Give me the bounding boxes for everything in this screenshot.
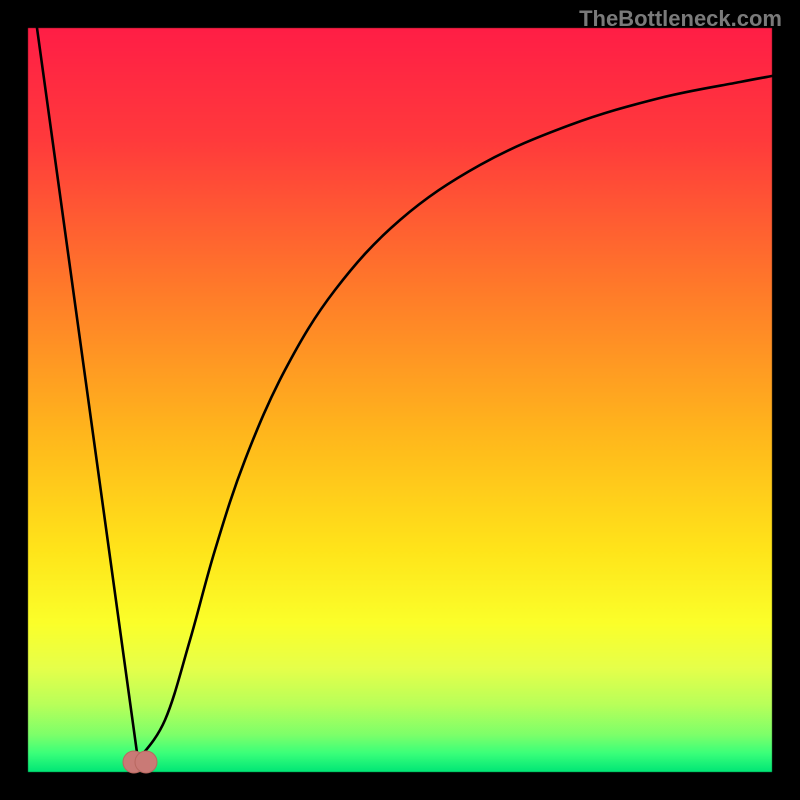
valley-marker — [123, 751, 157, 773]
curve-left — [37, 28, 138, 760]
chart-container: TheBottleneck.com — [0, 0, 800, 800]
curve-right — [138, 76, 772, 760]
curve-overlay — [0, 0, 800, 800]
watermark-text: TheBottleneck.com — [579, 6, 782, 32]
